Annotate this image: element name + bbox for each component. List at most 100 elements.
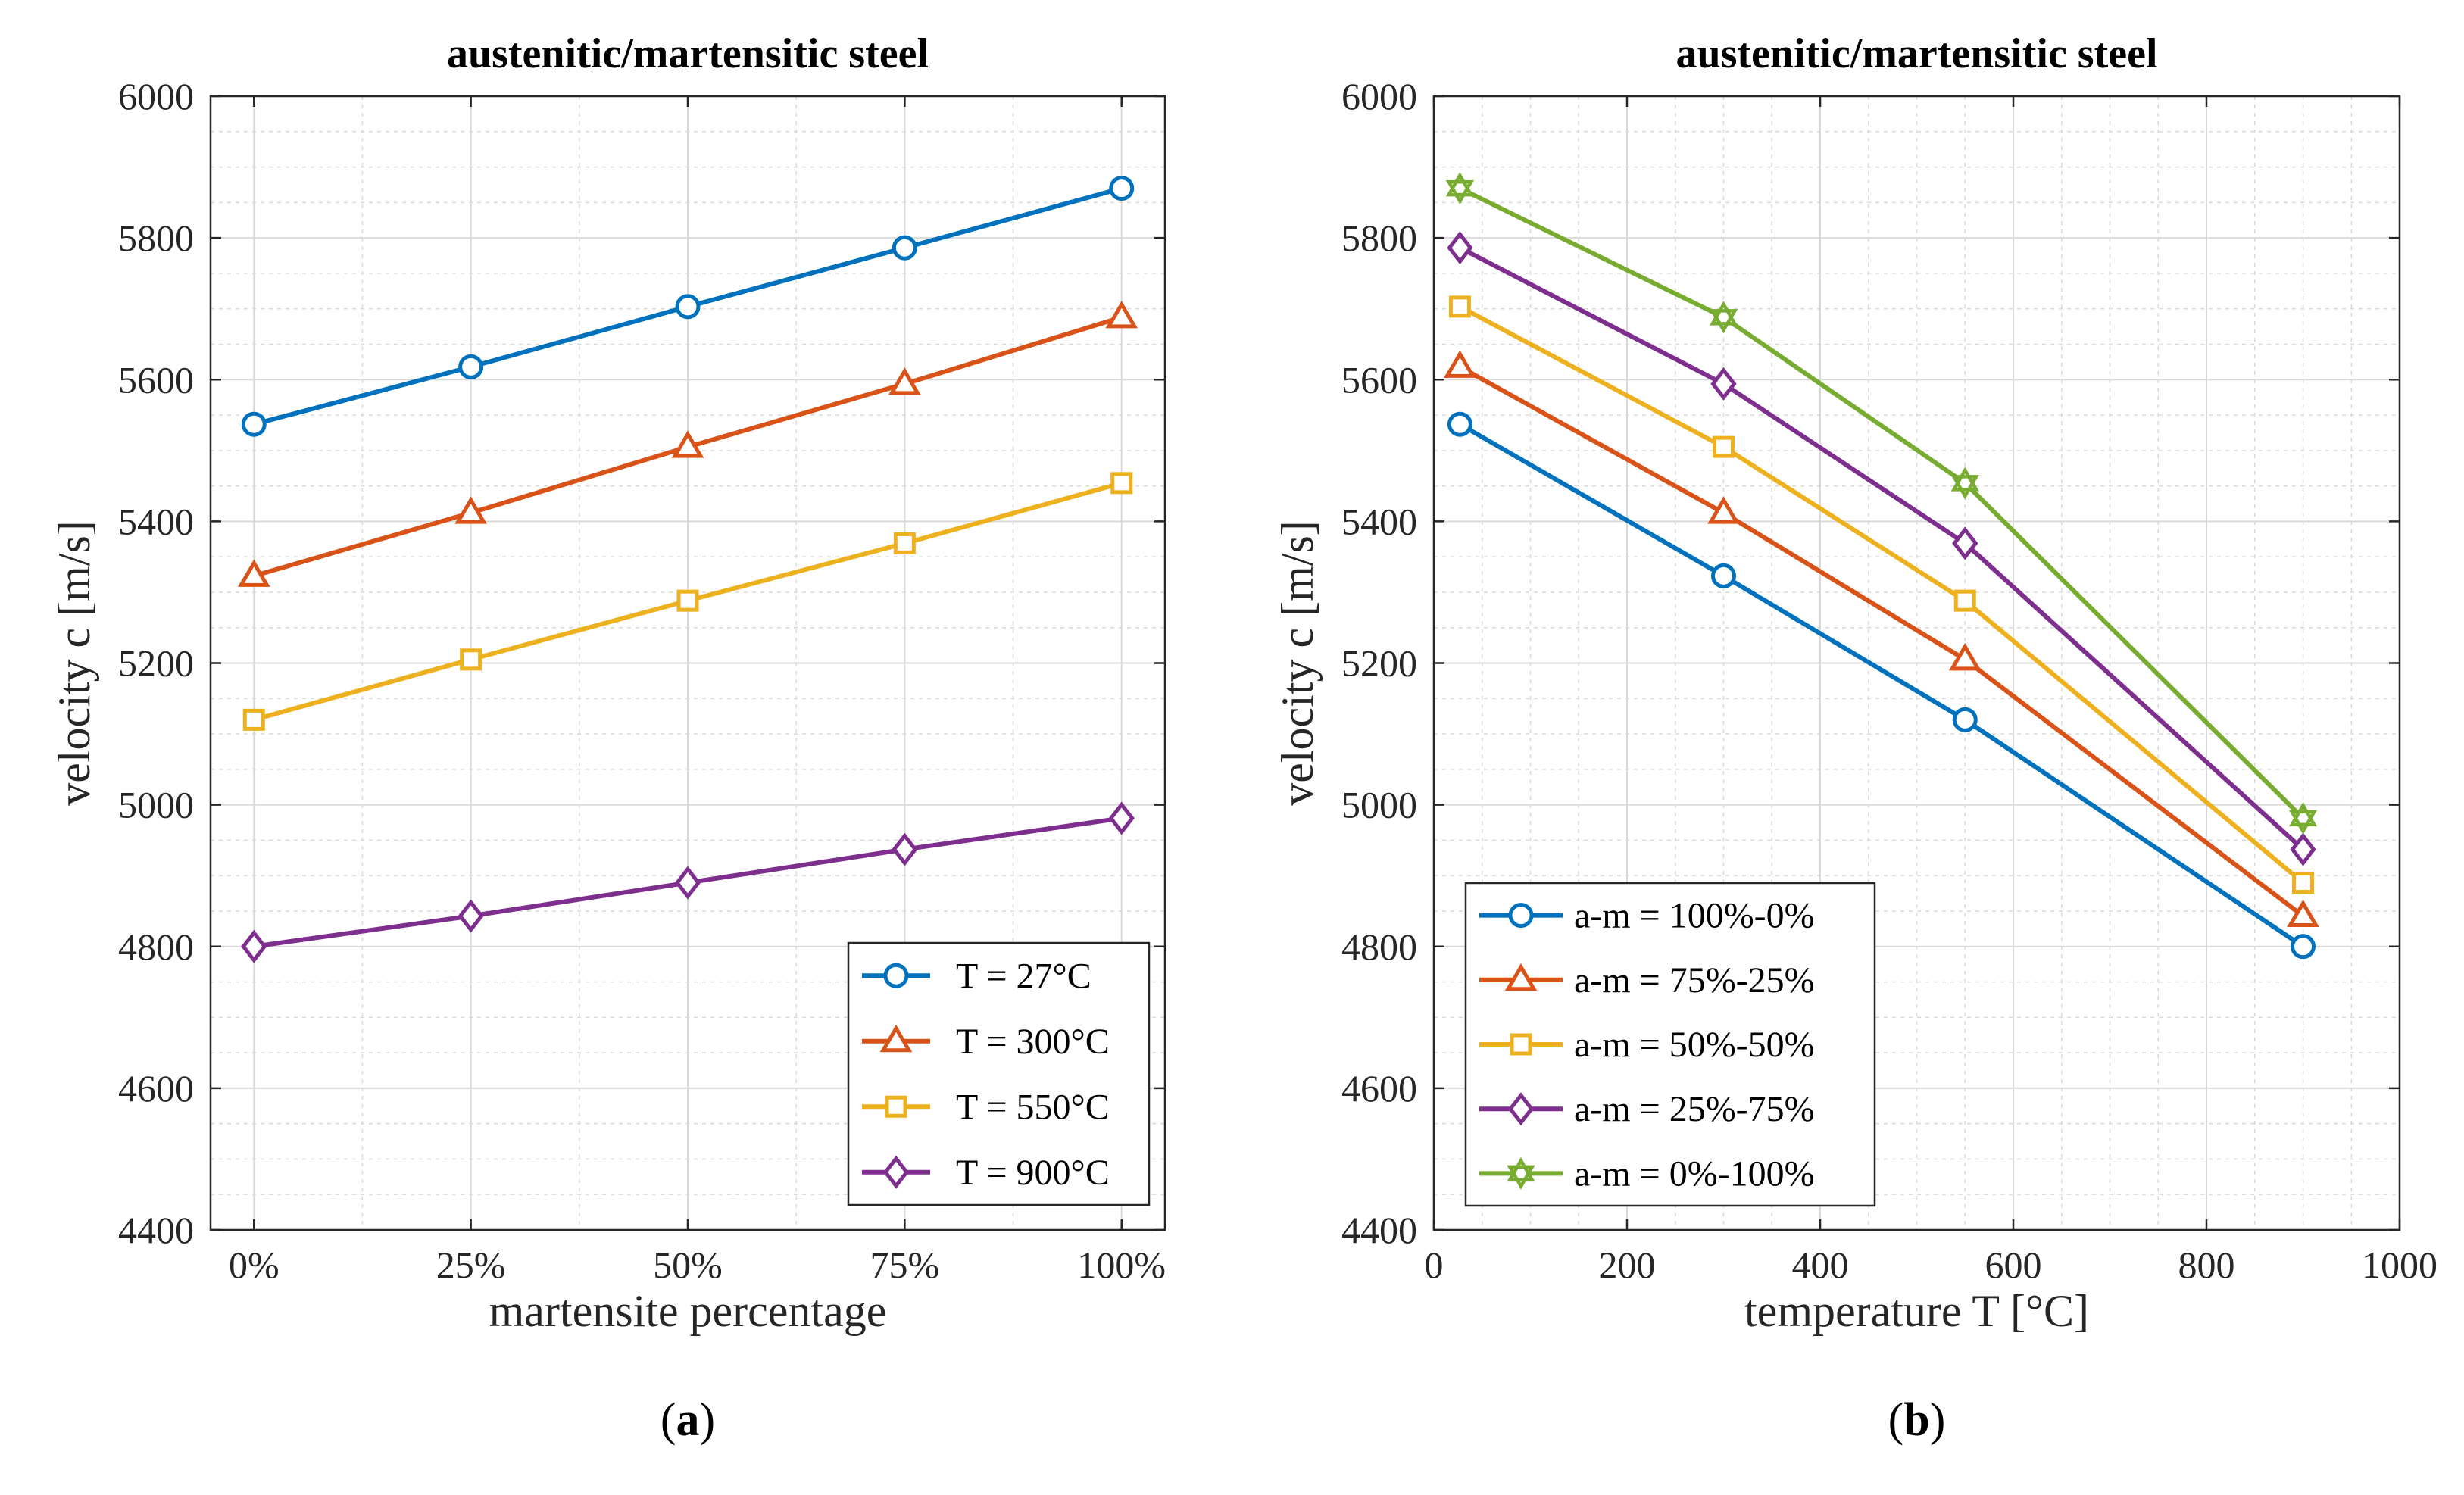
legend-marker xyxy=(879,1024,913,1053)
data-point xyxy=(1448,295,1471,318)
panel-letter: b xyxy=(1903,1394,1929,1446)
data-point xyxy=(1447,411,1472,437)
y-tick-label: 5000 xyxy=(118,784,194,826)
data-point xyxy=(1709,301,1738,334)
y-tick-label: 6000 xyxy=(1341,75,1417,117)
data-point xyxy=(458,899,484,933)
x-tick-label: 50% xyxy=(653,1244,723,1286)
series-line xyxy=(1459,245,2305,851)
x-axis-label: temperature T [°C] xyxy=(1744,1286,2089,1336)
data-point xyxy=(460,648,482,671)
x-tick-label: 75% xyxy=(870,1244,940,1286)
data-point xyxy=(242,708,265,731)
x-tick-label: 400 xyxy=(1792,1244,1849,1286)
data-point xyxy=(671,430,704,458)
data-point xyxy=(1108,801,1135,835)
data-point xyxy=(1713,435,1735,458)
y-tick-label: 5200 xyxy=(1341,642,1417,685)
y-tick-label: 5800 xyxy=(118,217,194,259)
legend-marker xyxy=(1508,903,1534,929)
data-point xyxy=(2292,872,2314,894)
data-point xyxy=(458,354,484,379)
data-point xyxy=(1952,707,1978,732)
y-tick-label: 4600 xyxy=(118,1067,194,1110)
y-tick-label: 4800 xyxy=(1341,925,1417,968)
legend-marker xyxy=(882,1155,910,1189)
panel-paren-open: ( xyxy=(1888,1394,1904,1446)
series-0 xyxy=(241,176,1135,437)
data-point xyxy=(1445,172,1474,205)
tick-marks xyxy=(1432,95,2401,1231)
y-tick-label: 6000 xyxy=(118,75,194,117)
data-point xyxy=(1950,467,1979,500)
x-axis-label: martensite percentage xyxy=(489,1286,887,1336)
data-point xyxy=(454,496,487,524)
panel-paren-close: ) xyxy=(700,1394,716,1446)
data-point xyxy=(1710,367,1737,401)
data-point xyxy=(2287,899,2319,928)
data-point xyxy=(675,294,701,320)
x-tick-label: 100% xyxy=(1077,1244,1166,1286)
y-tick-label: 5000 xyxy=(1341,784,1417,826)
data-point xyxy=(2291,934,2316,960)
data-point xyxy=(888,367,921,395)
data-point xyxy=(1105,300,1138,329)
data-point xyxy=(893,532,916,554)
data-point xyxy=(1952,526,1978,560)
y-tick-label: 5200 xyxy=(118,642,194,685)
y-tick-label: 4800 xyxy=(118,925,194,968)
data-point xyxy=(892,832,918,866)
chart-title: austenitic/martensitic steel xyxy=(1675,30,2157,77)
series-2 xyxy=(1448,295,2314,894)
data-point xyxy=(237,559,270,587)
series-4 xyxy=(1445,172,2318,835)
panel-letter: a xyxy=(676,1394,700,1446)
y-tick-label: 5600 xyxy=(1341,358,1417,401)
legend-label: T = 300°C xyxy=(956,1022,1110,1062)
y-tick-label: 4400 xyxy=(118,1209,194,1251)
data-point xyxy=(676,589,699,612)
hexagram-down xyxy=(2288,810,2318,835)
data-point xyxy=(2290,832,2316,866)
tick-marks xyxy=(211,95,1165,1231)
data-point xyxy=(1109,176,1135,201)
y-tick-label: 5400 xyxy=(1341,500,1417,542)
legend-label: T = 900°C xyxy=(956,1153,1110,1193)
data-point xyxy=(1948,642,1982,671)
legend-marker xyxy=(1507,1156,1535,1190)
legend-label: T = 550°C xyxy=(956,1087,1110,1127)
legend-marker xyxy=(1504,963,1538,991)
data-point xyxy=(1447,231,1473,265)
y-axis-label: velocity c [m/s] xyxy=(49,520,99,806)
series-line xyxy=(1458,422,2305,949)
panel-paren-open: ( xyxy=(661,1394,676,1446)
hexagram-down xyxy=(1507,1165,1535,1190)
legend-label: a-m = 0%-100% xyxy=(1574,1153,1815,1194)
hexagram-down xyxy=(1445,179,1474,205)
series-line xyxy=(1459,186,2305,820)
y-tick-label: 5600 xyxy=(118,358,194,401)
data-point xyxy=(241,929,267,963)
legend-label: T = 27°C xyxy=(956,956,1091,996)
chart-panel-b: 4400 4600 4800 5000 5200 5400 5600 5800 6000 0 200… xyxy=(1273,30,2437,1446)
legend-label: a-m = 50%-50% xyxy=(1574,1025,1815,1065)
legend-label: a-m = 100%-0% xyxy=(1574,896,1815,936)
x-tick-label: 0 xyxy=(1425,1244,1444,1286)
chart-panel-a: 4400 4600 4800 5000 5200 5400 5600 5800 6000 0% 25… xyxy=(49,30,1166,1446)
panel-label: (b) xyxy=(1888,1394,1946,1446)
panel-label: (a) xyxy=(661,1394,715,1446)
x-tick-label: 800 xyxy=(2178,1244,2235,1286)
series-2 xyxy=(242,472,1133,731)
legend: T = 27°C T = 300°C T = 550°C T = 900°C xyxy=(847,941,1151,1206)
series-3 xyxy=(241,801,1135,963)
y-tick-label: 5800 xyxy=(1341,217,1417,259)
series-0 xyxy=(1447,411,2316,960)
series-1 xyxy=(1444,350,2319,928)
x-tick-label: 0% xyxy=(229,1244,280,1286)
hexagram-down xyxy=(1950,475,1979,500)
series-line xyxy=(1458,364,2305,918)
data-point xyxy=(1110,472,1133,495)
hexagram-down xyxy=(1709,309,1738,334)
legend-marker xyxy=(883,963,909,988)
